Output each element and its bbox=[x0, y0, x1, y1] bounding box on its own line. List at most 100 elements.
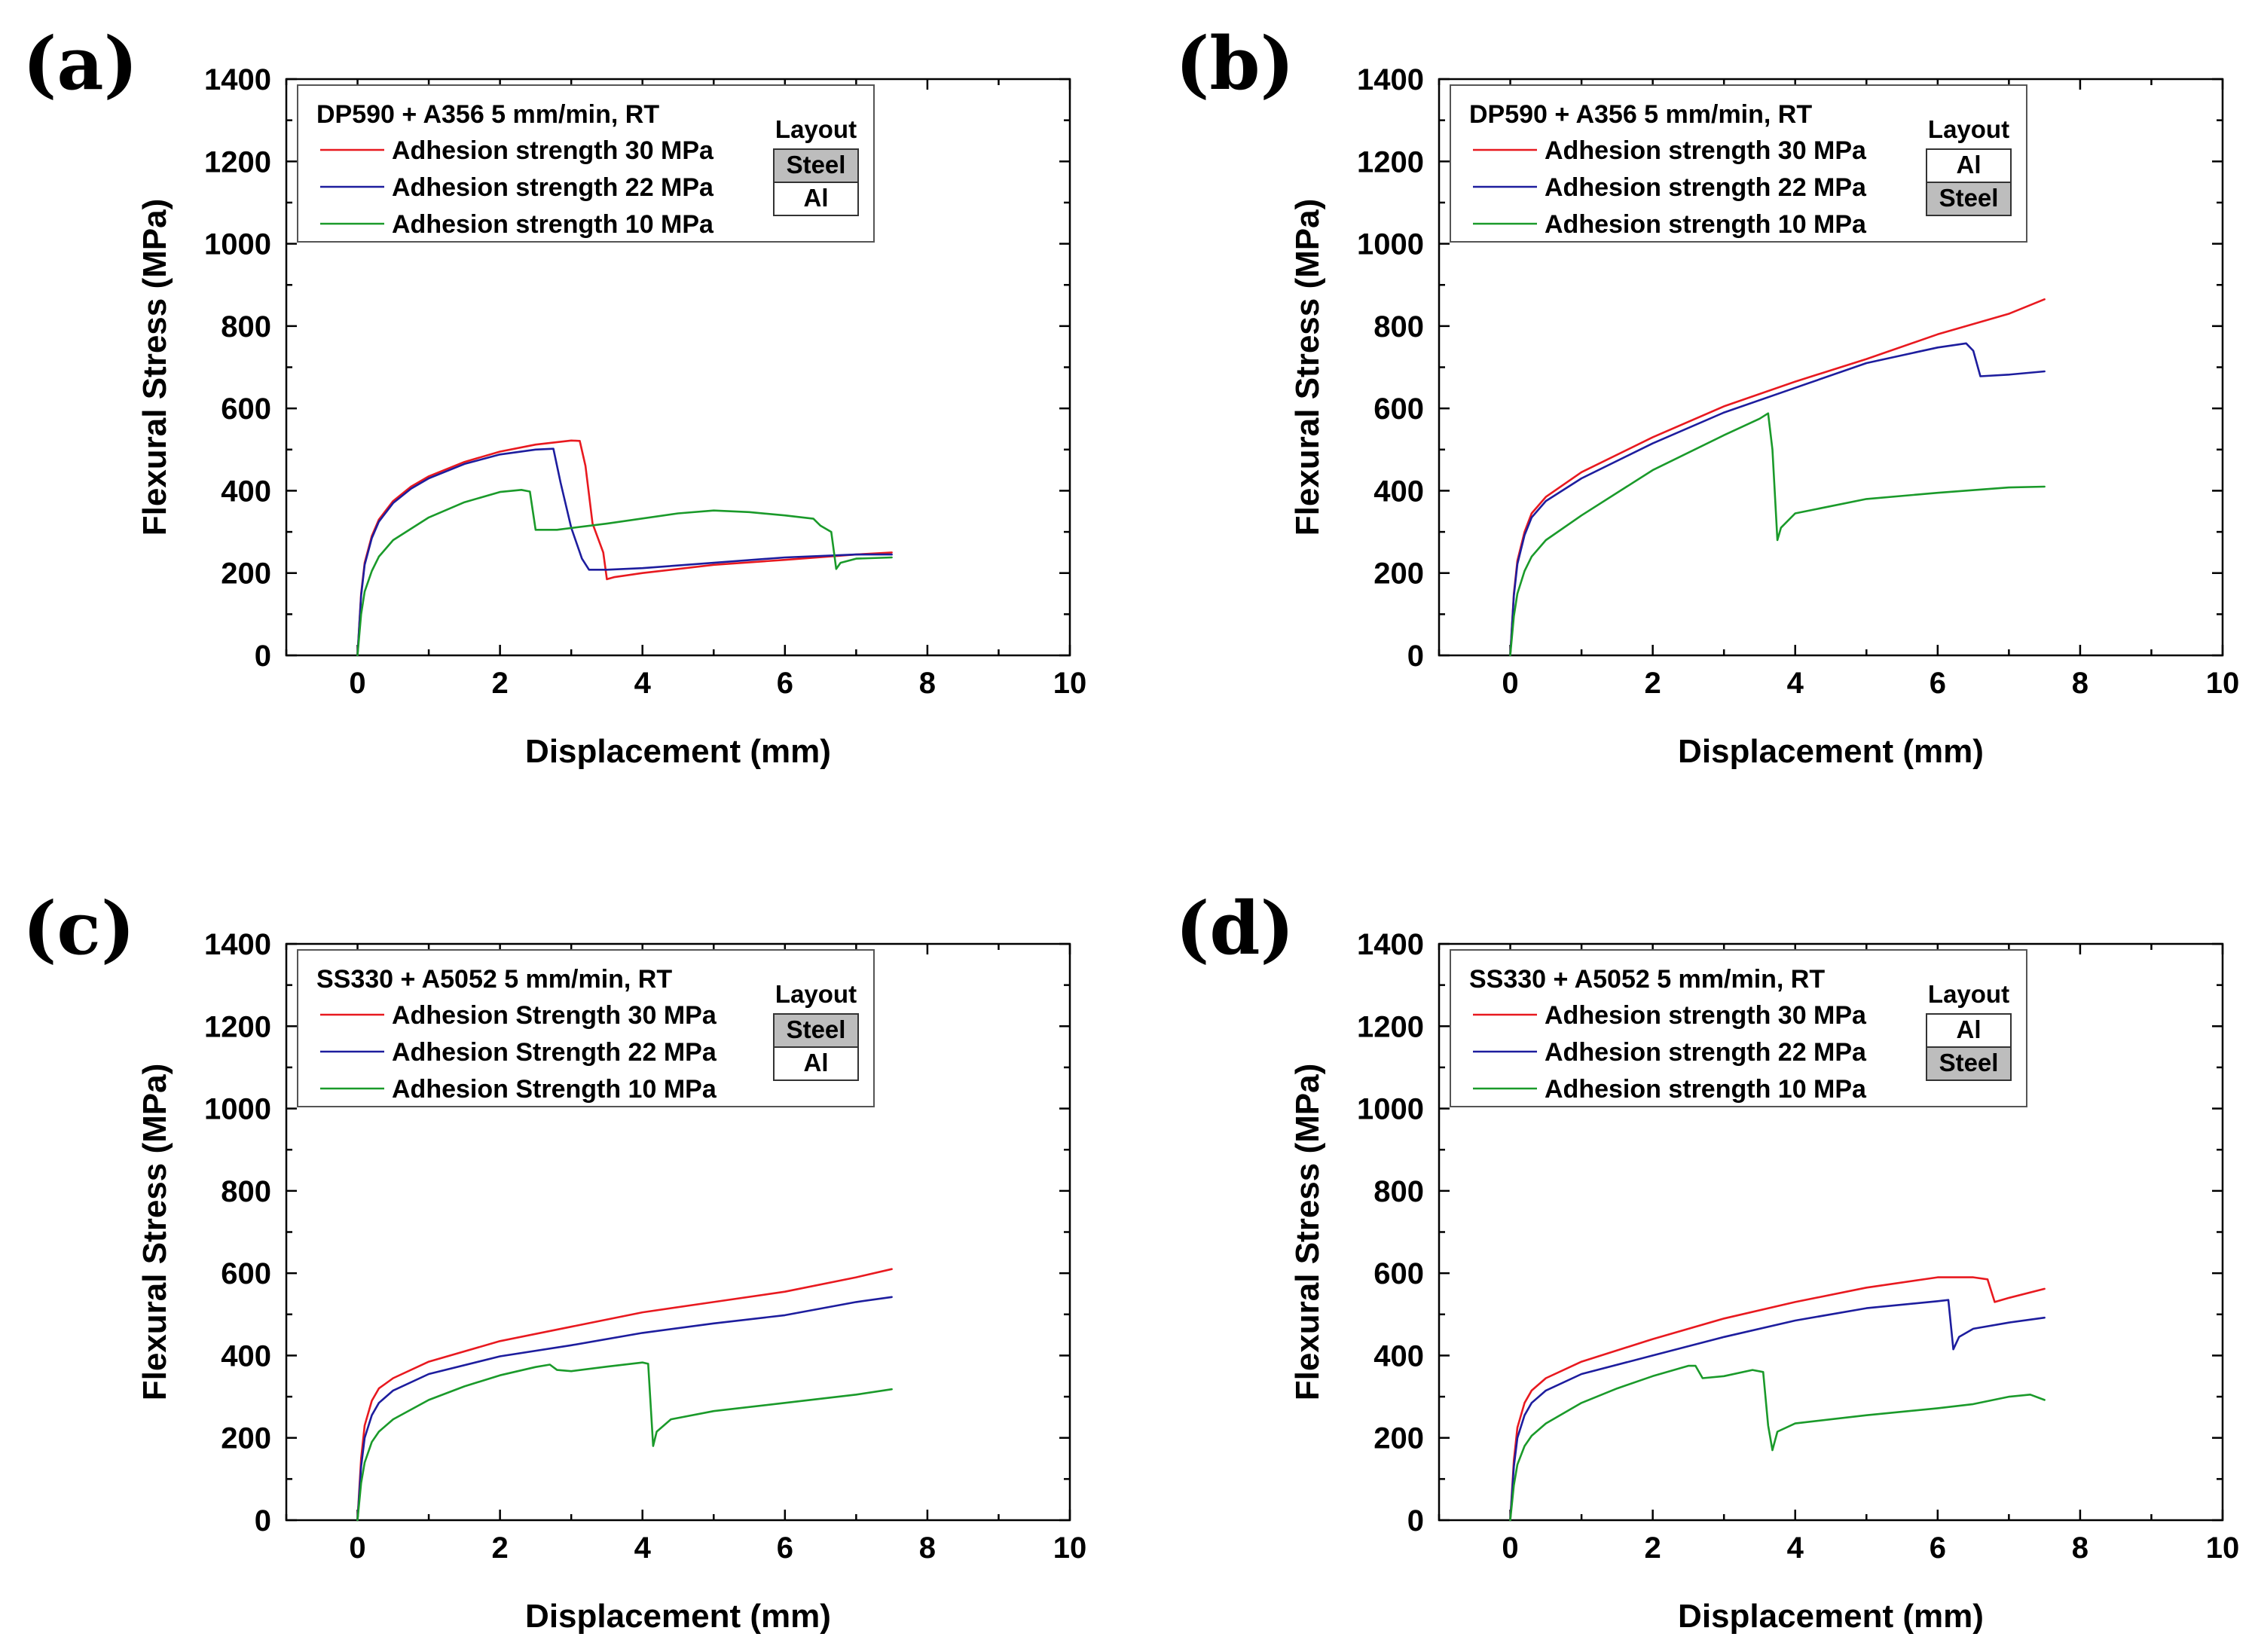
y-tick-label: 1400 bbox=[1357, 63, 1424, 96]
y-axis-title: Flexural Stress (MPa) bbox=[136, 1064, 173, 1401]
x-tick-label: 8 bbox=[2072, 667, 2088, 700]
y-tick-label: 400 bbox=[1373, 475, 1424, 508]
y-axis-title: Flexural Stress (MPa) bbox=[1289, 199, 1326, 536]
x-tick-label: 6 bbox=[777, 1531, 793, 1565]
y-tick-label: 0 bbox=[255, 640, 271, 673]
layout-layer-label: Steel bbox=[1939, 184, 1999, 212]
legend-title: SS330 + A5052 5 mm/min, RT bbox=[1469, 965, 1825, 994]
y-tick-label: 1000 bbox=[204, 228, 271, 261]
y-tick-label: 600 bbox=[221, 1257, 271, 1290]
legend-entry-label: Adhesion strength 22 MPa bbox=[1545, 1038, 1867, 1067]
series-line-1 bbox=[1509, 1276, 2046, 1522]
x-tick-label: 0 bbox=[1502, 1531, 1518, 1565]
y-tick-label: 1400 bbox=[204, 63, 271, 96]
x-tick-label: 8 bbox=[919, 667, 936, 700]
series-line-2 bbox=[356, 447, 893, 657]
y-tick-label: 600 bbox=[1373, 1257, 1424, 1290]
x-tick-label: 4 bbox=[634, 667, 652, 700]
x-tick-label: 2 bbox=[1645, 667, 1661, 700]
y-tick-label: 600 bbox=[1373, 392, 1424, 426]
x-tick-label: 2 bbox=[1645, 1531, 1661, 1565]
series-line-3 bbox=[1509, 1364, 2046, 1522]
y-tick-label: 1400 bbox=[204, 928, 271, 961]
y-tick-label: 1400 bbox=[1357, 928, 1424, 961]
y-tick-label: 800 bbox=[221, 310, 271, 344]
legend-entry-label: Adhesion strength 22 MPa bbox=[1545, 173, 1867, 202]
y-tick-label: 0 bbox=[1407, 1504, 1424, 1537]
x-tick-label: 0 bbox=[349, 667, 365, 700]
legend-entry-label: Adhesion strength 10 MPa bbox=[392, 210, 714, 239]
series-line-3 bbox=[356, 489, 893, 657]
legend-entry-label: Adhesion strength 30 MPa bbox=[1545, 136, 1867, 165]
y-tick-label: 1000 bbox=[1357, 228, 1424, 261]
x-tick-label: 10 bbox=[1053, 1531, 1087, 1565]
y-tick-label: 400 bbox=[221, 475, 271, 508]
y-axis-title: Flexural Stress (MPa) bbox=[1289, 1064, 1326, 1401]
panel-label: (a) bbox=[23, 21, 138, 106]
panel-label: (c) bbox=[23, 886, 135, 971]
legend: DP590 + A356 5 mm/min, RT Adhesion streng… bbox=[1450, 84, 2027, 243]
layout-layer-label: Steel bbox=[787, 151, 846, 179]
layout-label: Layout bbox=[775, 980, 857, 1008]
layout-label: Layout bbox=[1928, 980, 2009, 1008]
y-tick-label: 200 bbox=[221, 1422, 271, 1455]
legend-entry-label: Adhesion strength 10 MPa bbox=[1545, 1075, 1867, 1104]
y-tick-label: 400 bbox=[221, 1339, 271, 1373]
y-tick-label: 1200 bbox=[1357, 145, 1424, 179]
x-tick-label: 0 bbox=[349, 1531, 365, 1565]
layout-layer-box bbox=[1926, 1013, 2012, 1048]
layout-label: Layout bbox=[1928, 115, 2009, 143]
chart-panel-d: (d) 0 2 4 6 8 10 0 200 400 600 800 1000 1200 1400 Displ… bbox=[1175, 886, 2239, 1635]
layout-layer-box bbox=[1926, 182, 2012, 216]
series-line-1 bbox=[356, 439, 893, 657]
layout-label: Layout bbox=[775, 115, 857, 143]
x-tick-label: 4 bbox=[634, 1531, 652, 1565]
layout-layer-box bbox=[1926, 148, 2012, 183]
legend-entry-label: Adhesion strength 10 MPa bbox=[1545, 210, 1867, 239]
x-tick-label: 4 bbox=[1787, 1531, 1804, 1565]
chart-panel-c: (c) 0 2 4 6 8 10 0 200 400 600 800 1000 1200 1400 Displ… bbox=[23, 886, 1086, 1635]
x-tick-label: 8 bbox=[2072, 1531, 2088, 1565]
x-tick-label: 6 bbox=[1930, 1531, 1946, 1565]
layout-layer-box bbox=[773, 148, 859, 183]
series-line-1 bbox=[1509, 298, 2046, 657]
layout-layer-box bbox=[1926, 1046, 2012, 1081]
legend-entry-label: Adhesion Strength 30 MPa bbox=[392, 1001, 717, 1030]
legend: SS330 + A5052 5 mm/min, RT Adhesion stren… bbox=[1450, 949, 2027, 1107]
y-axis-title: Flexural Stress (MPa) bbox=[136, 199, 173, 536]
legend-entry-label: Adhesion Strength 22 MPa bbox=[392, 1038, 717, 1067]
x-tick-label: 10 bbox=[1053, 667, 1087, 700]
legend-title: SS330 + A5052 5 mm/min, RT bbox=[316, 965, 672, 994]
chart-panel-a: (a) 0 2 4 6 8 10 0 200 400 600 800 1000 1200 1400 Displ… bbox=[23, 21, 1086, 770]
legend-title: DP590 + A356 5 mm/min, RT bbox=[316, 100, 659, 129]
y-tick-label: 800 bbox=[1373, 1175, 1424, 1208]
chart-panel-b: (b) 0 2 4 6 8 10 0 200 400 600 800 1000 1200 1400 Displ… bbox=[1175, 21, 2239, 770]
x-axis-title: Displacement (mm) bbox=[1678, 1598, 1984, 1635]
y-tick-label: 1200 bbox=[204, 1010, 271, 1043]
y-tick-label: 200 bbox=[221, 557, 271, 591]
y-tick-label: 0 bbox=[1407, 640, 1424, 673]
y-tick-label: 200 bbox=[1373, 557, 1424, 591]
panel-label: (d) bbox=[1175, 886, 1294, 971]
legend-entry-label: Adhesion strength 22 MPa bbox=[392, 173, 714, 202]
series-line-1 bbox=[356, 1268, 893, 1522]
y-tick-label: 200 bbox=[1373, 1422, 1424, 1455]
y-tick-label: 1200 bbox=[204, 145, 271, 179]
x-tick-label: 10 bbox=[2206, 667, 2240, 700]
y-tick-label: 1000 bbox=[204, 1093, 271, 1126]
layout-layer-label: Al bbox=[1957, 1015, 1982, 1043]
x-tick-label: 10 bbox=[2206, 1531, 2240, 1565]
x-tick-label: 4 bbox=[1787, 667, 1804, 700]
legend-entry-label: Adhesion strength 30 MPa bbox=[1545, 1001, 1867, 1030]
layout-layer-label: Steel bbox=[787, 1015, 846, 1043]
layout-layer-box bbox=[773, 1046, 859, 1081]
legend-entry-label: Adhesion Strength 10 MPa bbox=[392, 1075, 717, 1104]
series-line-2 bbox=[356, 1296, 893, 1522]
y-tick-label: 400 bbox=[1373, 1339, 1424, 1373]
y-tick-label: 600 bbox=[221, 392, 271, 426]
layout-layer-label: Al bbox=[804, 184, 829, 212]
legend: SS330 + A5052 5 mm/min, RT Adhesion Stren… bbox=[297, 949, 875, 1107]
series-line-3 bbox=[356, 1361, 893, 1522]
layout-layer-box bbox=[773, 182, 859, 216]
